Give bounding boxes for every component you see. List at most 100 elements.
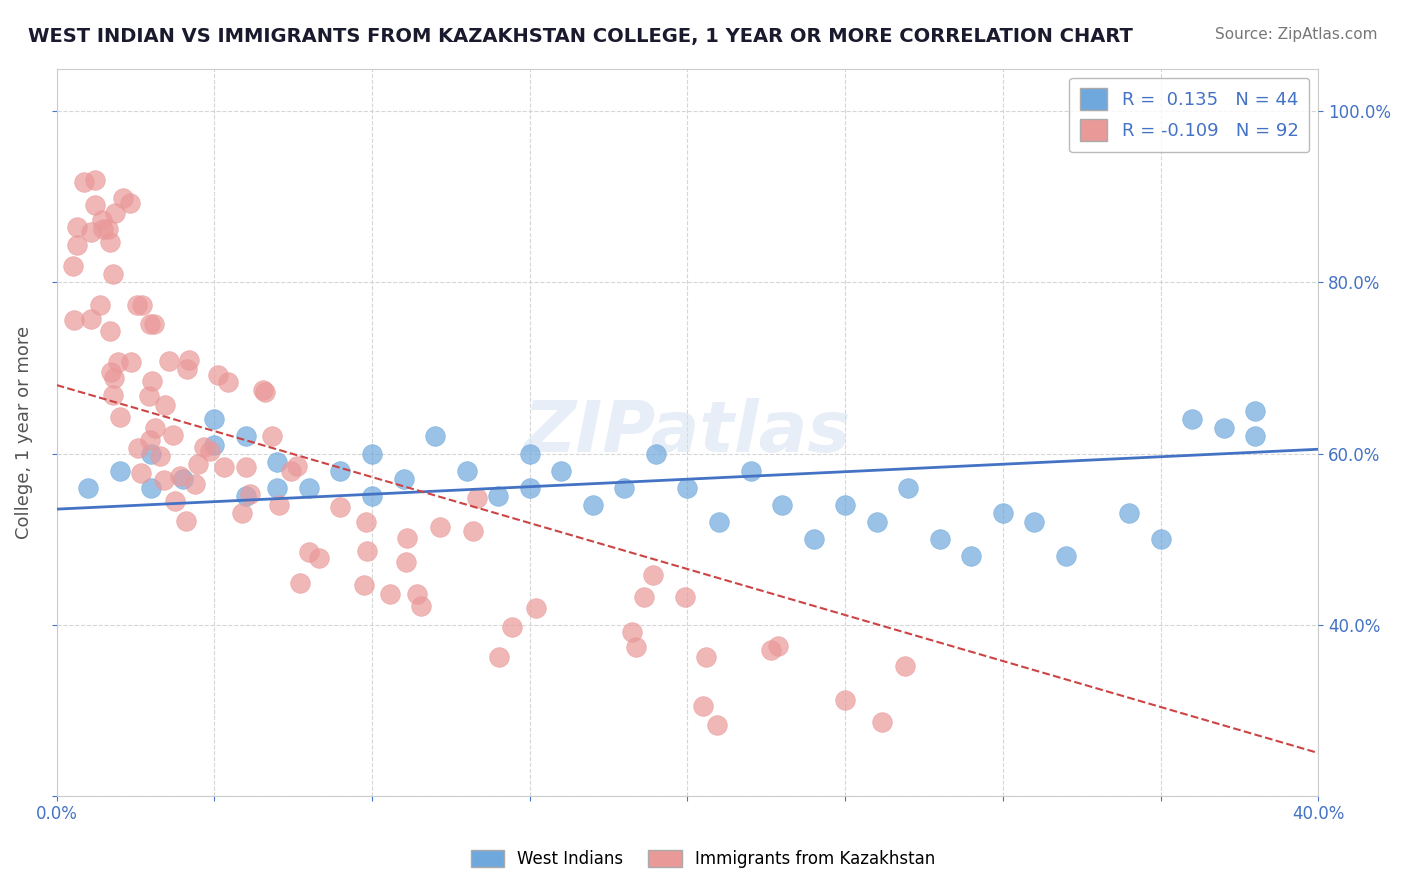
Point	[1181, 412, 1204, 426]
Point	[519, 481, 541, 495]
Point	[217, 375, 239, 389]
Point	[239, 487, 262, 501]
Point	[176, 361, 198, 376]
Point	[120, 355, 142, 369]
Point	[66, 237, 89, 252]
Point	[1212, 421, 1234, 435]
Point	[177, 353, 200, 368]
Point	[129, 466, 152, 480]
Point	[253, 384, 276, 399]
Point	[112, 191, 135, 205]
Point	[131, 298, 153, 312]
Point	[149, 450, 172, 464]
Point	[803, 532, 825, 546]
Point	[353, 578, 375, 592]
Point	[641, 567, 664, 582]
Text: Source: ZipAtlas.com: Source: ZipAtlas.com	[1215, 27, 1378, 42]
Point	[834, 498, 856, 512]
Point	[174, 514, 197, 528]
Point	[766, 639, 789, 653]
Point	[759, 643, 782, 657]
Point	[524, 600, 547, 615]
Point	[285, 459, 308, 474]
Point	[266, 481, 288, 495]
Point	[695, 649, 717, 664]
Point	[252, 383, 274, 397]
Point	[633, 590, 655, 604]
Point	[894, 659, 917, 673]
Point	[143, 317, 166, 331]
Point	[89, 298, 111, 312]
Point	[280, 464, 302, 478]
Point	[73, 175, 96, 189]
Point	[91, 212, 114, 227]
Point	[139, 433, 162, 447]
Point	[157, 353, 180, 368]
Point	[1054, 549, 1077, 564]
Point	[613, 481, 636, 495]
Point	[463, 524, 485, 539]
Legend: West Indians, Immigrants from Kazakhstan: West Indians, Immigrants from Kazakhstan	[464, 843, 942, 875]
Point	[519, 446, 541, 460]
Point	[110, 409, 132, 424]
Point	[624, 640, 647, 654]
Point	[266, 455, 288, 469]
Point	[645, 446, 668, 460]
Point	[198, 443, 221, 458]
Point	[395, 555, 418, 569]
Point	[501, 619, 523, 633]
Point	[707, 515, 730, 529]
Point	[465, 491, 488, 505]
Point	[120, 196, 142, 211]
Point	[378, 587, 401, 601]
Point	[101, 267, 124, 281]
Point	[97, 222, 120, 236]
Point	[202, 438, 225, 452]
Point	[834, 693, 856, 707]
Point	[141, 481, 163, 495]
Point	[429, 520, 451, 534]
Point	[155, 398, 177, 412]
Point	[108, 464, 131, 478]
Point	[423, 429, 446, 443]
Point	[107, 355, 129, 369]
Point	[91, 222, 114, 236]
Point	[143, 421, 166, 435]
Point	[193, 440, 215, 454]
Point	[141, 374, 163, 388]
Point	[396, 532, 419, 546]
Point	[582, 498, 605, 512]
Point	[127, 441, 149, 455]
Point	[80, 312, 103, 326]
Point	[740, 464, 762, 478]
Point	[676, 481, 699, 495]
Point	[235, 489, 257, 503]
Point	[62, 259, 84, 273]
Point	[184, 477, 207, 491]
Point	[673, 590, 696, 604]
Y-axis label: College, 1 year or more: College, 1 year or more	[15, 326, 32, 539]
Point	[207, 368, 229, 382]
Point	[770, 498, 793, 512]
Point	[288, 576, 311, 591]
Point	[153, 473, 176, 487]
Point	[1244, 403, 1267, 417]
Point	[409, 599, 432, 613]
Point	[231, 506, 253, 520]
Point	[169, 469, 191, 483]
Point	[1118, 507, 1140, 521]
Point	[214, 459, 236, 474]
Point	[329, 464, 352, 478]
Point	[620, 624, 643, 639]
Legend: R =  0.135   N = 44, R = -0.109   N = 92: R = 0.135 N = 44, R = -0.109 N = 92	[1069, 78, 1309, 153]
Point	[486, 489, 509, 503]
Point	[235, 429, 257, 443]
Point	[163, 494, 186, 508]
Point	[456, 464, 478, 478]
Point	[392, 472, 415, 486]
Point	[83, 198, 105, 212]
Point	[1149, 532, 1171, 546]
Point	[138, 389, 160, 403]
Point	[1244, 429, 1267, 443]
Point	[550, 464, 572, 478]
